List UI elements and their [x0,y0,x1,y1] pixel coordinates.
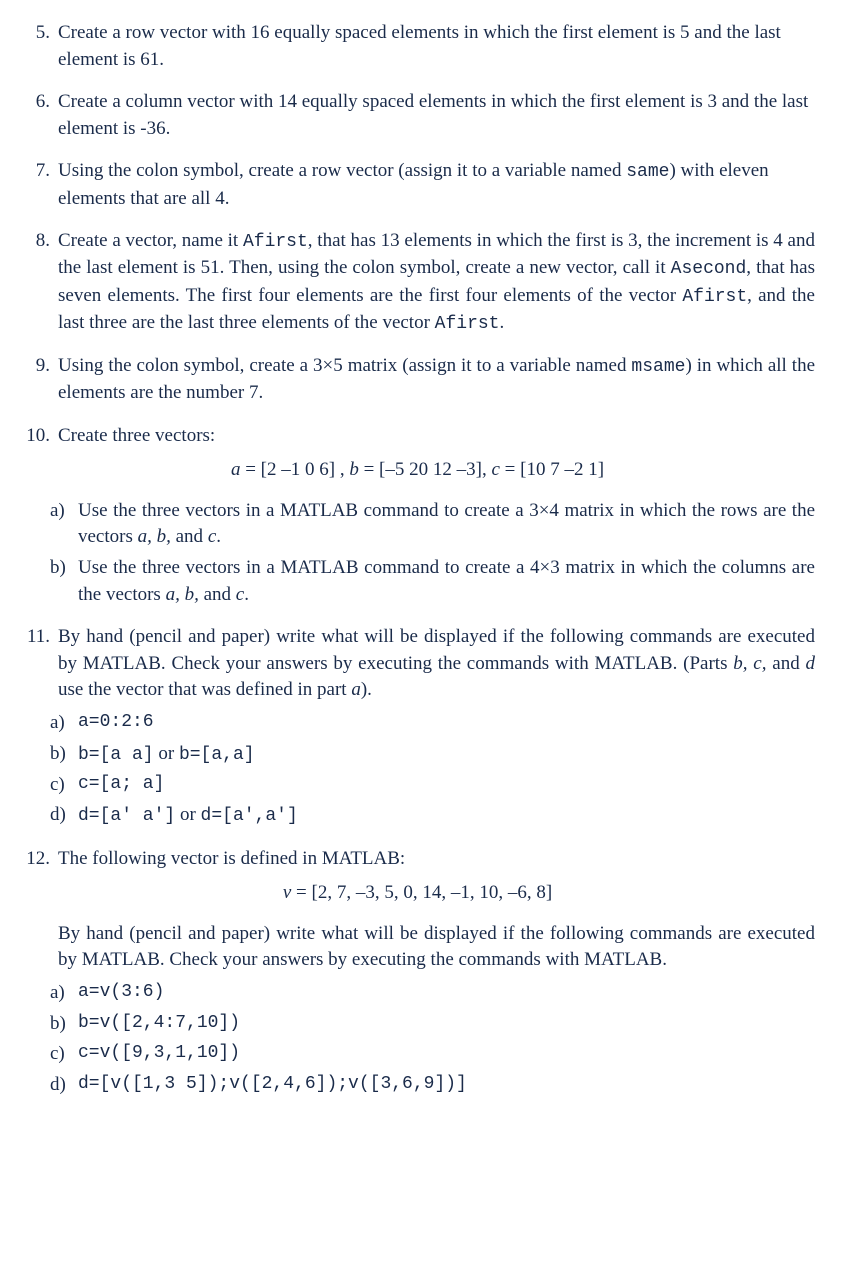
code-inline: Afirst [243,232,308,252]
text-part: . [244,584,249,605]
text-part: . [216,526,221,547]
sub-list: a) a=v(3:6) b) b=v([2,4:7,10]) c) c=v([9… [20,980,815,1098]
sub-label: a) [50,710,78,737]
problem-list: 5. Create a row vector with 16 equally s… [20,20,815,407]
sub-a: a) a=v(3:6) [50,980,815,1007]
var-ital: a, b, [166,584,199,605]
text-part: or [175,804,200,825]
text-part: and [171,526,208,547]
problem-number: 7. [20,158,58,212]
text-part: By hand (pencil and paper) write what wi… [58,626,815,674]
sub-label: b) [50,555,78,608]
code-inline: d=[a' a'] [78,806,175,826]
sub-label: a) [50,980,78,1007]
code-inline: b=[a a] [78,745,154,765]
sub-text: Use the three vectors in a MATLAB comman… [78,498,815,551]
problem-5: 5. Create a row vector with 16 equally s… [20,20,815,73]
problem-intro: Create three vectors: [58,423,215,450]
problem-12: 12. The following vector is defined in M… [20,846,815,1099]
sub-text: Use the three vectors in a MATLAB comman… [78,555,815,608]
code-inline: Afirst [435,314,500,334]
sub-list: a) a=0:2:6 b) b=[a a] or b=[a,a] c) c=[a… [20,710,815,830]
problem-intro: The following vector is defined in MATLA… [58,846,405,873]
code-line: d=[a' a'] or d=[a',a'] [78,802,815,829]
sub-list: a) Use the three vectors in a MATLAB com… [20,498,815,608]
problem-text: By hand (pencil and paper) write what wi… [58,624,815,704]
var: b [349,459,359,480]
sub-label: a) [50,498,78,551]
code-inline: Asecond [671,259,747,279]
equation-line: a = [2 –1 0 6] , b = [–5 20 12 –3], c = … [20,457,815,484]
code-line: b=v([2,4:7,10]) [78,1011,815,1038]
problem-number: 6. [20,89,58,142]
sub-label: c) [50,1041,78,1068]
var: c [491,459,499,480]
text-part: or [154,743,179,764]
text-part: Using the colon symbol, create a row vec… [58,160,626,181]
val: = [10 7 –2 1] [500,459,604,480]
code-line: c=[a; a] [78,772,815,799]
sub-b: b) Use the three vectors in a MATLAB com… [50,555,815,608]
problem-number: 12. [20,846,58,873]
sub-label: b) [50,741,78,768]
problem-number: 9. [20,353,58,407]
sub-b: b) b=[a a] or b=[a,a] [50,741,815,768]
sub-d: d) d=[v([1,3 5]);v([2,4,6]);v([3,6,9])] [50,1072,815,1099]
problem-7: 7. Using the colon symbol, create a row … [20,158,815,212]
problem-number: 8. [20,228,58,337]
sub-a: a) Use the three vectors in a MATLAB com… [50,498,815,551]
problem-6: 6. Create a column vector with 14 equall… [20,89,815,142]
sub-label: b) [50,1011,78,1038]
code-inline: msame [631,357,685,377]
text-part: ). [361,679,372,700]
problem-text: Create a vector, name it Afirst, that ha… [58,228,815,337]
problem-text: Create a column vector with 14 equally s… [58,89,815,142]
eq-sign: = [291,882,311,903]
code-inline: d=[a',a'] [201,806,298,826]
var-ital: c [208,526,216,547]
problem-number: 11. [20,624,58,704]
var-ital: a, b, [138,526,171,547]
sub-label: d) [50,802,78,829]
sub-b: b) b=v([2,4:7,10]) [50,1011,815,1038]
text-part: use the vector that was defined in part [58,679,351,700]
problem-body: By hand (pencil and paper) write what wi… [20,921,815,974]
code-line: c=v([9,3,1,10]) [78,1041,815,1068]
var-ital: b, c, [733,653,766,674]
text-part: Create a vector, name it [58,230,243,251]
sub-d: d) d=[a' a'] or d=[a',a'] [50,802,815,829]
text-part: Using the colon symbol, create a 3×5 mat… [58,355,631,376]
problem-11: 11. By hand (pencil and paper) write wha… [20,624,815,829]
val: = [2 –1 0 6] , [240,459,349,480]
problem-text: Using the colon symbol, create a row vec… [58,158,815,212]
val: [2, 7, –3, 5, 0, 14, –1, 10, –6, 8] [312,882,553,903]
sub-label: c) [50,772,78,799]
problem-8: 8. Create a vector, name it Afirst, that… [20,228,815,337]
problem-text: Using the colon symbol, create a 3×5 mat… [58,353,815,407]
code-inline: same [626,162,669,182]
sub-c: c) c=[a; a] [50,772,815,799]
code-inline: Afirst [682,287,747,307]
var-ital: d [806,653,816,674]
code-line: b=[a a] or b=[a,a] [78,741,815,768]
var-ital: a [351,679,361,700]
code-inline: b=[a,a] [179,745,255,765]
var-ital: c [236,584,244,605]
problem-text: Create a row vector with 16 equally spac… [58,20,815,73]
problem-number: 5. [20,20,58,73]
code-line: a=v(3:6) [78,980,815,1007]
sub-c: c) c=v([9,3,1,10]) [50,1041,815,1068]
code-line: a=0:2:6 [78,710,815,737]
text-part: and [199,584,236,605]
problem-9: 9. Using the colon symbol, create a 3×5 … [20,353,815,407]
equation-line: v = [2, 7, –3, 5, 0, 14, –1, 10, –6, 8] [20,880,815,907]
text-part: and [767,653,806,674]
val: = [–5 20 12 –3], [359,459,492,480]
problem-10: 10. Create three vectors: a = [2 –1 0 6]… [20,423,815,609]
sub-label: d) [50,1072,78,1099]
problem-number: 10. [20,423,58,450]
sub-a: a) a=0:2:6 [50,710,815,737]
code-line: d=[v([1,3 5]);v([2,4,6]);v([3,6,9])] [78,1072,815,1099]
text-part: . [499,312,504,333]
